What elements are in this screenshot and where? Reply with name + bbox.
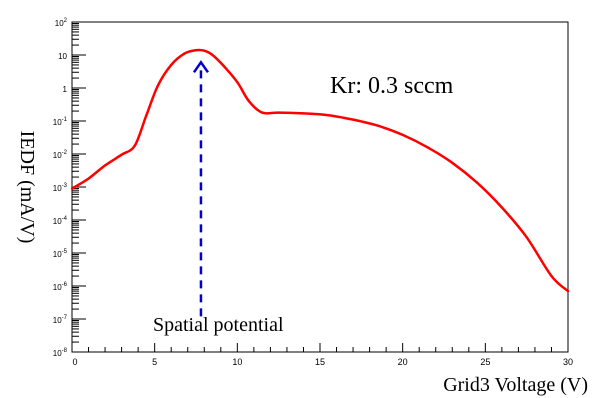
- data-point: [87, 177, 90, 180]
- series-points: [70, 49, 570, 293]
- y-tick-label: 10-5: [53, 249, 68, 259]
- annotation-arrow-head: [192, 60, 209, 74]
- data-point: [247, 99, 251, 103]
- data-point: [145, 114, 148, 117]
- x-tick-label: 25: [480, 357, 490, 367]
- data-point: [103, 164, 107, 167]
- y-axis-title: IEDF (mA/V): [16, 131, 38, 244]
- plot-frame: [71, 21, 569, 353]
- y-tick-label: 10-3: [53, 183, 68, 193]
- axis-ticks: [71, 21, 569, 353]
- data-point: [222, 65, 226, 68]
- data-point: [451, 161, 454, 164]
- y-tick-label: 10-2: [53, 150, 68, 160]
- y-tick-label: 10-8: [53, 348, 68, 358]
- data-point: [236, 81, 239, 84]
- y-tick-labels: 10-8 10-7 10-6 10-5 10-4 10-3 10-2 10-1 1 10 102: [53, 18, 68, 358]
- data-point: [277, 111, 280, 114]
- data-point: [500, 206, 504, 209]
- data-point: [183, 52, 186, 55]
- y-tick-label: 10-4: [53, 216, 68, 226]
- x-tick-label: 20: [398, 357, 408, 367]
- data-point: [194, 49, 198, 52]
- data-point: [351, 118, 355, 121]
- y-tick-label: 10-7: [53, 315, 68, 325]
- data-point: [475, 181, 479, 184]
- y-tick-label: 10-1: [53, 117, 68, 127]
- data-point: [203, 49, 206, 52]
- y-tick-label: 1: [63, 85, 68, 94]
- data-point: [120, 153, 123, 156]
- data-point: [156, 84, 160, 87]
- x-tick-labels: 0 5 10 15 20 25 30: [72, 357, 573, 367]
- data-point: [401, 133, 404, 137]
- x-axis-title: Grid3 Voltage (V): [443, 374, 588, 396]
- data-point: [133, 144, 136, 147]
- x-tick-label: 5: [152, 357, 157, 367]
- data-point: [566, 289, 570, 293]
- data-point: [376, 124, 380, 127]
- annotation-spatial-potential: Spatial potential: [153, 314, 284, 336]
- series-line: [71, 48, 569, 293]
- y-tick-label: 10-6: [53, 282, 68, 292]
- data-point: [70, 187, 74, 190]
- data-point: [426, 146, 429, 149]
- x-tick-label: 10: [232, 357, 242, 367]
- data-point: [550, 274, 553, 278]
- x-tick-label: 15: [315, 357, 325, 367]
- data-point: [327, 114, 330, 117]
- y-tick-label: 102: [55, 18, 68, 28]
- data-point: [525, 236, 528, 239]
- data-point: [170, 63, 173, 67]
- annotation-kr: Kr: 0.3 sccm: [330, 73, 454, 99]
- x-tick-label: 30: [563, 357, 573, 367]
- y-tick-label: 10: [58, 52, 67, 61]
- data-point: [302, 112, 305, 115]
- x-tick-label: 0: [72, 357, 77, 367]
- data-point: [211, 53, 214, 57]
- data-point: [260, 111, 264, 114]
